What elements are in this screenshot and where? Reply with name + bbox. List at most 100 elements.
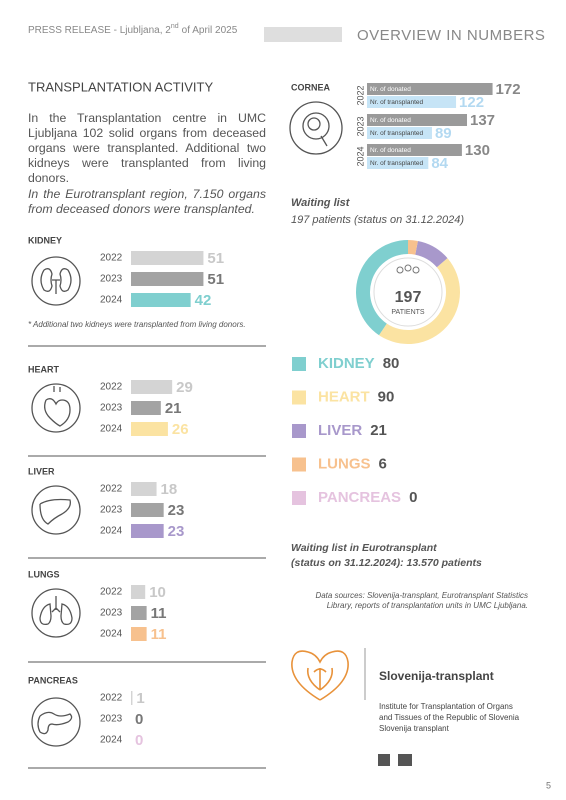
donut-total: 197 xyxy=(395,289,422,306)
bar-value: 21 xyxy=(165,400,182,417)
bar xyxy=(131,503,164,517)
legend-name: LUNGS xyxy=(318,455,371,472)
youtube-icon[interactable] xyxy=(398,754,412,766)
date-sup: nd xyxy=(171,23,179,30)
kidney-note: * Additional two kidneys were transplant… xyxy=(28,320,246,329)
bar-value: 42 xyxy=(195,292,212,309)
cornea-bar-label: Nr. of donated xyxy=(370,86,411,93)
bar-value: 51 xyxy=(207,250,224,267)
legend-swatch xyxy=(292,424,306,438)
cornea-bar xyxy=(367,127,432,139)
cornea-value: 137 xyxy=(470,112,495,129)
page-number: 5 xyxy=(546,780,551,790)
sources-line: Data sources: Slovenija-transplant, Euro… xyxy=(315,591,528,600)
donut-segment xyxy=(355,240,408,336)
organ-title: LIVER xyxy=(28,466,55,476)
bar-value: 23 xyxy=(168,502,185,519)
bar xyxy=(131,293,191,307)
bar xyxy=(131,627,147,641)
bar xyxy=(131,272,204,286)
year-label: 2024 xyxy=(100,526,123,537)
bar xyxy=(131,401,161,415)
logo-line: Slovenija transplant xyxy=(379,724,450,733)
legend-swatch xyxy=(292,390,306,405)
bar-value: 51 xyxy=(207,271,224,288)
legend-swatch xyxy=(292,457,306,472)
cornea-bar-label: Nr. of transplanted xyxy=(370,130,423,137)
pancreas-icon xyxy=(31,697,81,747)
donut-label: PATIENTS xyxy=(391,309,425,316)
bar-value: 0 xyxy=(135,711,143,728)
organ-title: PANCREAS xyxy=(28,675,78,685)
cornea-bar xyxy=(367,96,457,108)
cornea-bar xyxy=(367,157,429,169)
date-suffix: of April 2025 xyxy=(182,25,238,36)
legend-name: PANCREAS xyxy=(318,489,401,506)
cornea-year: 2024 xyxy=(355,146,365,166)
legend-value: 0 xyxy=(409,489,417,506)
activity-eurotransplant: In the Eurotransplant region, 7.150 orga… xyxy=(28,187,266,216)
year-label: 2024 xyxy=(100,424,123,435)
legend-swatch xyxy=(292,491,306,505)
kidney-icon xyxy=(31,256,81,306)
cornea-bar xyxy=(367,83,493,95)
activity-text: In the Transplantation centre in UMC Lju… xyxy=(28,111,266,185)
cornea-year: 2023 xyxy=(355,116,365,136)
cornea-bar-label: Nr. of transplanted xyxy=(370,99,423,106)
year-label: 2024 xyxy=(100,295,123,306)
bar-value: 23 xyxy=(168,523,185,540)
cornea-value: 89 xyxy=(435,125,452,142)
year-label: 2023 xyxy=(100,714,123,725)
legend-name: LIVER xyxy=(318,422,362,439)
organ-title: KIDNEY xyxy=(28,235,62,245)
bar xyxy=(131,251,204,265)
cornea-bar-label: Nr. of transplanted xyxy=(370,160,423,167)
bar xyxy=(131,606,147,620)
year-label: 2022 xyxy=(100,382,123,393)
bar xyxy=(131,482,157,496)
year-label: 2024 xyxy=(100,735,123,746)
cornea-bar-label: Nr. of donated xyxy=(370,117,411,124)
facebook-icon[interactable] xyxy=(378,754,390,766)
logo-mark xyxy=(291,650,349,701)
legend-value: 80 xyxy=(383,355,400,372)
people-icon xyxy=(396,264,420,274)
cornea-title: CORNEA xyxy=(291,82,331,92)
waiting-subtitle: 197 patients (status on 31.12.2024) xyxy=(291,214,464,226)
bar-value: 26 xyxy=(172,421,189,438)
legend-value: 6 xyxy=(379,455,387,472)
bar xyxy=(131,585,146,599)
liver-icon xyxy=(31,485,81,535)
logo-name: Slovenija-transplant xyxy=(379,669,494,683)
year-label: 2023 xyxy=(100,403,123,414)
bar xyxy=(131,422,168,436)
year-label: 2023 xyxy=(100,608,123,619)
eurotransplant-line: Waiting list in Eurotransplant xyxy=(291,542,437,554)
cornea-value: 122 xyxy=(459,94,484,111)
legend-swatch xyxy=(292,357,306,371)
heart-icon xyxy=(31,383,81,433)
bar xyxy=(131,524,164,538)
donut-center xyxy=(373,257,443,327)
header-section: OVERVIEW IN NUMBERS xyxy=(357,27,545,44)
bar-value: 11 xyxy=(151,605,167,622)
bar-value: 29 xyxy=(176,379,193,396)
organ-title: LUNGS xyxy=(28,569,60,579)
logo-line: Institute for Transplantation of Organs xyxy=(379,702,513,711)
bar xyxy=(131,691,133,705)
donut-segment xyxy=(415,240,448,268)
cornea-value: 130 xyxy=(465,142,490,159)
bar-value: 11 xyxy=(151,626,167,643)
lungs-icon xyxy=(31,588,81,638)
sources-line: Library, reports of transplantation unit… xyxy=(327,601,528,610)
legend-value: 90 xyxy=(378,388,395,405)
bar-value: 0 xyxy=(135,732,143,749)
cornea-value: 172 xyxy=(496,81,521,98)
year-label: 2024 xyxy=(100,629,123,640)
eurotransplant-line: (status on 31.12.2024): 13.570 patients xyxy=(291,557,482,569)
year-label: 2023 xyxy=(100,274,123,285)
year-label: 2022 xyxy=(100,693,123,704)
